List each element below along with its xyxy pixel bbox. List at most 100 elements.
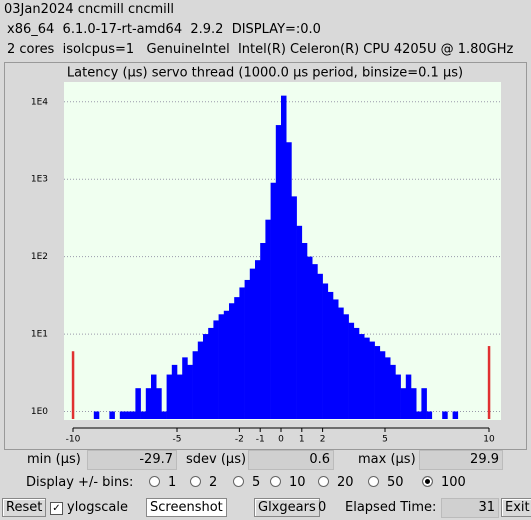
radio-label: 50 <box>387 475 404 490</box>
radio-dot <box>270 476 281 487</box>
bin-radio[interactable]: 2 <box>190 475 217 490</box>
bar <box>307 256 313 419</box>
bar <box>203 334 209 419</box>
bar <box>255 260 261 419</box>
bar <box>161 411 167 419</box>
bar <box>426 411 433 419</box>
glxgears-button[interactable]: Glxgears <box>254 498 320 517</box>
bar <box>301 242 308 419</box>
bar <box>286 142 292 419</box>
bin-radio[interactable]: 50 <box>368 475 404 490</box>
reset-button[interactable]: Reset <box>2 498 47 517</box>
bar <box>312 264 318 419</box>
bar <box>452 411 459 419</box>
radio-label: 10 <box>289 475 306 490</box>
bin-radio[interactable]: 1 <box>149 475 176 490</box>
exit-button[interactable]: Exit <box>501 498 531 517</box>
chart-title: Latency (µs) servo thread (1000.0 µs per… <box>67 66 463 81</box>
elapsed-value: 31 <box>441 498 499 518</box>
radio-label: 2 <box>209 475 218 490</box>
bar <box>145 388 152 419</box>
y-tick-label: 1E4 <box>31 97 48 107</box>
checkbox-box: ✓ <box>50 502 63 515</box>
radio-dot <box>149 476 160 487</box>
bar <box>151 374 157 419</box>
bar <box>400 388 407 419</box>
bin-radio[interactable]: 100 <box>422 475 466 490</box>
bar <box>359 334 365 419</box>
x-tick-label: 0 <box>278 435 284 445</box>
chart: Latency (µs) servo thread (1000.0 µs per… <box>4 62 527 450</box>
bar <box>348 322 355 419</box>
bar <box>275 125 282 420</box>
header-line: x86_64 6.1.0-17-rt-amd64 2.9.2 DISPLAY=:… <box>7 22 321 37</box>
bar <box>270 182 277 419</box>
bar <box>192 351 199 419</box>
x-tick-label: 5 <box>382 435 388 445</box>
radio-label: 1 <box>168 475 177 490</box>
bar <box>281 95 287 420</box>
bar <box>208 327 214 419</box>
bar <box>249 268 256 419</box>
bar <box>411 388 417 419</box>
bar <box>130 411 136 419</box>
bar <box>421 388 427 419</box>
radio-dot <box>368 476 379 487</box>
bin-radio[interactable]: 20 <box>318 475 354 490</box>
bar <box>353 327 360 419</box>
bar <box>338 307 344 419</box>
bar <box>182 357 188 419</box>
radio-dot <box>422 476 433 487</box>
y-tick-label: 1E3 <box>31 175 48 185</box>
bar <box>343 314 349 419</box>
bar <box>177 374 183 419</box>
bar <box>395 374 401 419</box>
ylog-checkbox[interactable]: ✓ ylogscale <box>50 500 128 515</box>
bar <box>166 374 173 419</box>
stat-value: -29.7 <box>87 450 177 470</box>
bar <box>213 320 219 419</box>
x-tick-label: 10 <box>483 435 495 445</box>
bar <box>109 411 115 419</box>
bar <box>93 411 100 419</box>
header-line: 03Jan2024 cncmill cncmill <box>4 2 174 17</box>
bin-radio[interactable]: 10 <box>270 475 306 490</box>
bar <box>487 346 491 419</box>
stat-value: 29.9 <box>419 450 503 470</box>
x-tick-label: -10 <box>66 435 81 445</box>
header-line: 2 cores isolcpus=1 GenuineIntel Intel(R)… <box>7 42 514 57</box>
stat-label: min (µs) <box>27 452 81 467</box>
bar <box>260 242 266 419</box>
bar <box>322 283 329 419</box>
glxgears-count: 0 <box>318 500 327 515</box>
bin-radio[interactable]: 5 <box>233 475 260 490</box>
bins-label: Display +/- bins: <box>26 475 134 490</box>
bar <box>296 225 303 419</box>
bar <box>71 351 75 419</box>
x-tick-label: -2 <box>235 435 244 445</box>
stat-label: sdev (µs) <box>186 452 247 467</box>
radio-dot <box>190 476 201 487</box>
bar <box>239 287 245 419</box>
bar <box>291 196 297 419</box>
screenshot-button[interactable]: Screenshot <box>146 498 227 517</box>
bar <box>364 337 370 419</box>
bar <box>379 351 386 419</box>
bar <box>229 303 235 419</box>
bar <box>442 411 448 419</box>
stat-value: 0.6 <box>248 450 334 470</box>
x-tick-label: -5 <box>173 435 182 445</box>
radio-dot <box>233 476 244 487</box>
bar <box>265 219 271 419</box>
bar <box>187 364 193 419</box>
radio-label: 100 <box>441 475 466 490</box>
bar <box>171 364 178 419</box>
elapsed-label: Elapsed Time: <box>345 500 437 515</box>
bar <box>416 411 422 419</box>
x-tick-label: 2 <box>320 435 326 445</box>
y-tick-label: 1E2 <box>31 252 48 262</box>
bar <box>234 297 240 419</box>
bar <box>119 411 126 419</box>
y-tick-label: 1E1 <box>31 330 48 340</box>
